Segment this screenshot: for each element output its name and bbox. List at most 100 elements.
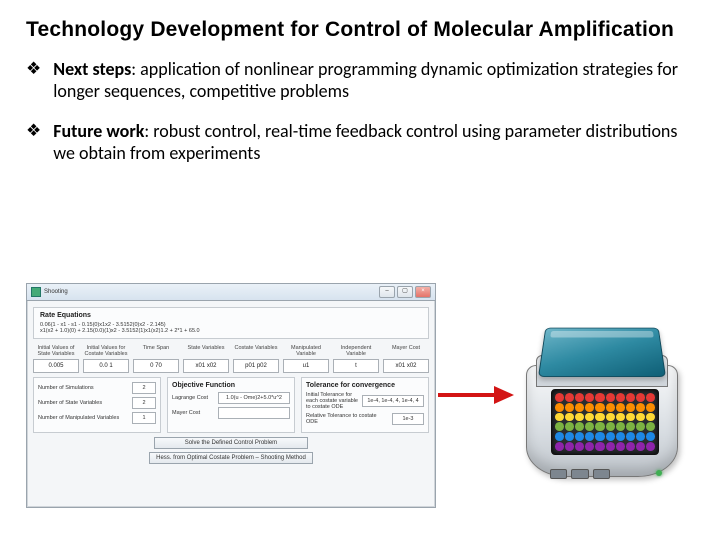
- param-field[interactable]: t: [333, 359, 379, 373]
- count-field[interactable]: 2: [132, 397, 156, 409]
- well: [575, 432, 584, 441]
- well: [595, 413, 604, 422]
- tolerance-title: Tolerance for convergence: [306, 382, 424, 389]
- param-column: State Variables x01 x02: [183, 345, 229, 373]
- media-row: Shooting – ▢ × Rate Equations 0.06(1 - x…: [26, 275, 694, 515]
- power-led-icon: [656, 470, 662, 476]
- page-title: Technology Development for Control of Mo…: [26, 18, 694, 42]
- well: [595, 432, 604, 441]
- tol1-field[interactable]: 1e-4, 1e-4, 4, 1e-4, 4: [362, 395, 424, 407]
- diamond-bullet-icon: ❖: [26, 120, 41, 142]
- minimize-icon[interactable]: –: [379, 286, 395, 298]
- solve-button[interactable]: Solve the Defined Control Problem: [154, 437, 308, 449]
- param-label: Costate Variables: [233, 345, 279, 357]
- bullet-body: : robust control, real-time feedback con…: [53, 120, 677, 164]
- well: [626, 422, 635, 431]
- mayer-field[interactable]: [218, 407, 290, 419]
- well-plate: [551, 389, 659, 455]
- param-label: Mayer Cost: [383, 345, 429, 357]
- control-button: [571, 469, 588, 479]
- well: [585, 393, 594, 402]
- well: [626, 442, 635, 451]
- param-field[interactable]: 0.0 1: [83, 359, 129, 373]
- well: [616, 393, 625, 402]
- lagrange-field[interactable]: 1.0(u - Ome)2+5.0*u^2: [218, 392, 290, 404]
- param-label: Independent Variable: [333, 345, 379, 357]
- param-column: Mayer Cost x01 x02: [383, 345, 429, 373]
- close-icon[interactable]: ×: [415, 286, 431, 298]
- count-label: Number of Simulations: [38, 385, 129, 391]
- count-field[interactable]: 1: [132, 412, 156, 424]
- well: [606, 393, 615, 402]
- well: [606, 432, 615, 441]
- param-column: Manipulated Variable u1: [283, 345, 329, 373]
- bullet-item: ❖ Future work: robust control, real-time…: [26, 120, 694, 164]
- param-field[interactable]: 0 70: [133, 359, 179, 373]
- software-screenshot: Shooting – ▢ × Rate Equations 0.06(1 - x…: [26, 283, 436, 508]
- well: [636, 403, 645, 412]
- param-field[interactable]: p01 p02: [233, 359, 279, 373]
- well: [626, 403, 635, 412]
- well: [565, 393, 574, 402]
- param-column: Costate Variables p01 p02: [233, 345, 279, 373]
- well: [555, 413, 564, 422]
- well: [626, 432, 635, 441]
- parameter-columns: Initial Values of State Variables0.005In…: [33, 345, 429, 373]
- well: [595, 442, 604, 451]
- count-field[interactable]: 2: [132, 382, 156, 394]
- arrow: [436, 382, 516, 408]
- well: [606, 422, 615, 431]
- well: [585, 403, 594, 412]
- hessian-button[interactable]: Hess. from Optimal Costate Problem – Sho…: [149, 452, 313, 464]
- mayer-label: Mayer Cost: [172, 410, 215, 416]
- maximize-icon[interactable]: ▢: [397, 286, 413, 298]
- bullet-text: Next steps: application of nonlinear pro…: [53, 58, 694, 102]
- param-field[interactable]: x01 x02: [383, 359, 429, 373]
- param-label: State Variables: [183, 345, 229, 357]
- well: [575, 403, 584, 412]
- well: [555, 442, 564, 451]
- well: [616, 422, 625, 431]
- well: [575, 422, 584, 431]
- well: [585, 422, 594, 431]
- well: [636, 422, 645, 431]
- count-label: Number of Manipulated Variables: [38, 415, 129, 421]
- well: [565, 403, 574, 412]
- param-field[interactable]: x01 x02: [183, 359, 229, 373]
- param-field[interactable]: u1: [283, 359, 329, 373]
- param-label: Manipulated Variable: [283, 345, 329, 357]
- well: [626, 393, 635, 402]
- well: [555, 422, 564, 431]
- well: [585, 413, 594, 422]
- well: [636, 393, 645, 402]
- machine-controls: [550, 469, 610, 479]
- window-title: Shooting: [44, 289, 68, 295]
- bullet-lead: Next steps: [53, 58, 131, 80]
- tolerance-panel: Tolerance for convergence Initial Tolera…: [301, 377, 429, 433]
- well: [595, 422, 604, 431]
- lagrange-label: Lagrange Cost: [172, 395, 215, 401]
- bullet-lead: Future work: [53, 120, 144, 142]
- well: [606, 403, 615, 412]
- well: [555, 403, 564, 412]
- tol2-label: Relative Tolerance to costate ODE: [306, 413, 389, 425]
- param-column: Initial Values for Costate Variables0.0 …: [83, 345, 129, 373]
- tol2-field[interactable]: 1e-3: [392, 413, 424, 425]
- param-field[interactable]: 0.005: [33, 359, 79, 373]
- equations-panel: Rate Equations 0.06(1 - x1 - s1 - 0.15(0…: [33, 307, 429, 339]
- well: [646, 432, 655, 441]
- instrument-image: [516, 305, 686, 485]
- well: [636, 413, 645, 422]
- objective-panel: Objective Function Lagrange Cost 1.0(u -…: [167, 377, 295, 433]
- well: [606, 413, 615, 422]
- well: [565, 422, 574, 431]
- count-row: Number of Simulations2: [38, 382, 156, 394]
- well: [555, 393, 564, 402]
- count-row: Number of State Variables2: [38, 397, 156, 409]
- arrow-icon: [436, 382, 516, 408]
- well: [595, 403, 604, 412]
- well: [606, 442, 615, 451]
- well: [646, 403, 655, 412]
- well: [565, 413, 574, 422]
- well: [646, 413, 655, 422]
